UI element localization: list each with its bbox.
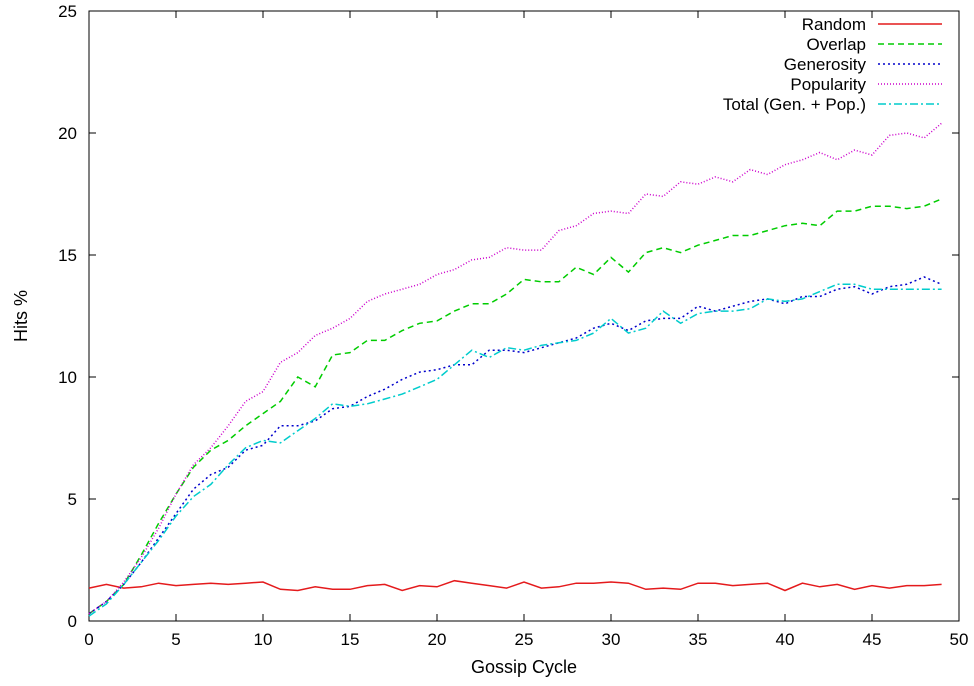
x-tick-label: 35 — [689, 630, 708, 649]
series-line-generosity — [88, 276, 942, 615]
x-tick-label: 40 — [776, 630, 795, 649]
y-tick-label: 10 — [58, 368, 77, 387]
x-tick-label: 20 — [428, 630, 447, 649]
series-line-popularity — [88, 122, 943, 615]
x-tick-label: 25 — [515, 630, 534, 649]
legend-label: Total (Gen. + Pop.) — [723, 95, 866, 114]
x-tick-label: 5 — [171, 630, 180, 649]
series-line-overlap — [88, 198, 942, 615]
y-tick-label: 25 — [58, 2, 77, 21]
x-tick-label: 30 — [602, 630, 621, 649]
axis-ticks: 0 5 10 15 20 25 30 35 40 45 50 0 5 10 15 20 25 — [58, 2, 968, 649]
legend-label: Random — [802, 15, 866, 34]
x-tick-label: 10 — [254, 630, 273, 649]
y-axis-label: Hits % — [11, 290, 31, 342]
y-tick-label: 20 — [58, 124, 77, 143]
x-tick-label: 45 — [863, 630, 882, 649]
series-group — [88, 122, 943, 617]
y-tick-label: 0 — [68, 612, 77, 631]
y-tick-label: 15 — [58, 246, 77, 265]
series-line-total-gen-pop — [88, 283, 942, 617]
legend-label: Generosity — [784, 55, 867, 74]
legend-label: Popularity — [790, 75, 866, 94]
y-tick-label: 5 — [68, 490, 77, 509]
x-axis-label: Gossip Cycle — [471, 657, 577, 677]
x-tick-label: 15 — [341, 630, 360, 649]
series-line-random — [88, 579, 942, 592]
x-tick-label: 0 — [84, 630, 93, 649]
x-tick-label: 50 — [950, 630, 969, 649]
legend-label: Overlap — [806, 35, 866, 54]
